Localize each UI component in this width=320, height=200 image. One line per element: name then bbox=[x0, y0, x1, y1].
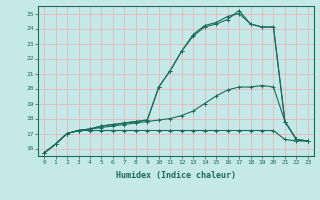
X-axis label: Humidex (Indice chaleur): Humidex (Indice chaleur) bbox=[116, 171, 236, 180]
